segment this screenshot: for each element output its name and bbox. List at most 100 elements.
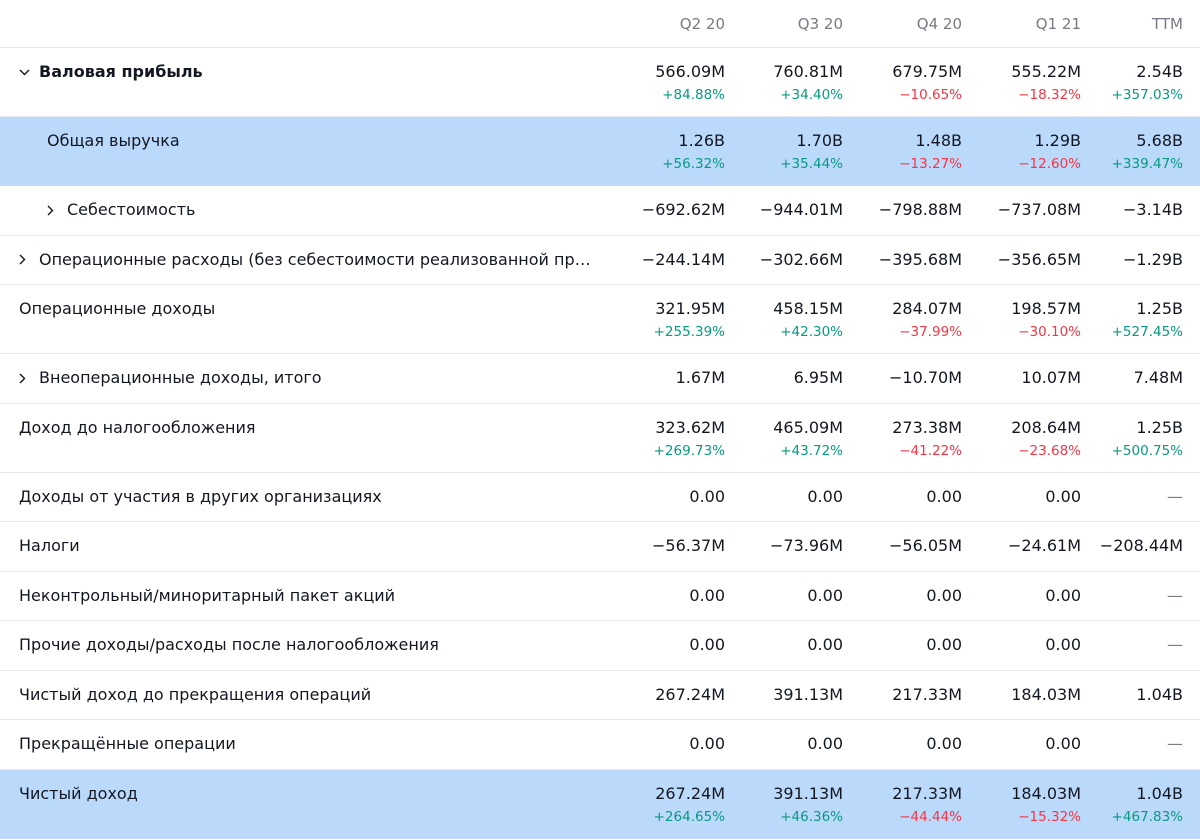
cell-q4-20: −395.68M xyxy=(843,250,962,270)
cell-change-percent: +84.88% xyxy=(662,87,725,103)
cell-change-percent: +43.72% xyxy=(780,442,843,459)
cell-value: −944.01M xyxy=(759,200,843,219)
cell-change-percent: −13.27% xyxy=(899,156,962,172)
row-name-cell: Операционные расходы (без себестоимости … xyxy=(0,250,605,270)
row-label: Неконтрольный/миноритарный пакет акций xyxy=(19,585,396,605)
cell-q2-20: 267.24M xyxy=(605,685,725,705)
cell-q2-20: 566.09M +84.88% xyxy=(605,62,725,104)
cell-change-percent: +339.47% xyxy=(1111,156,1183,172)
row-operating-income[interactable]: Операционные доходы 321.95M +255.39% 458.15… xyxy=(0,285,1200,354)
row-label[interactable]: Операционные расходы (без себестоимости … xyxy=(39,249,599,269)
cell-value: −395.68M xyxy=(878,249,962,269)
row-total-revenue[interactable]: Общая выручка 1.26B +56.32% 1.70B +35.44% 1.4… xyxy=(0,117,1200,186)
row-after-tax-other[interactable]: Прочие доходы/расходы после налогообложе… xyxy=(0,621,1200,671)
cell-value: 321.95M xyxy=(655,299,725,318)
cell-ttm: 1.04B xyxy=(1081,685,1200,705)
cell-value: 760.81M xyxy=(773,62,843,81)
cell-value: 267.24M xyxy=(655,684,725,704)
row-net-income[interactable]: Чистый доход 267.24M +264.65% 391.13M +46.36… xyxy=(0,769,1200,839)
period-header-q3-20[interactable]: Q3 20 xyxy=(797,14,843,33)
row-non-operating-income[interactable]: Внеоперационные доходы, итого 1.67M 6.95M −… xyxy=(0,354,1200,404)
cell-q4-20: −10.70M xyxy=(843,368,962,388)
cell-ttm: 5.68B +339.47% xyxy=(1081,131,1200,173)
row-label[interactable]: Внеоперационные доходы, итого xyxy=(39,368,322,387)
cell-ttm: 1.25B +500.75% xyxy=(1081,418,1200,460)
cell-value: 0.00 xyxy=(1045,486,1081,506)
cell-change-percent: +500.75% xyxy=(1111,442,1183,459)
row-gross-profit[interactable]: Валовая прибыль 566.09M +84.88% 760.81M +34.… xyxy=(0,48,1200,117)
row-label[interactable]: Себестоимость xyxy=(67,200,196,219)
cell-q3-20: −73.96M xyxy=(725,536,843,556)
cell-value: 0.00 xyxy=(1045,635,1081,654)
chevron-right-icon[interactable] xyxy=(19,368,35,388)
row-cost-of-goods[interactable]: Себестоимость −692.62M −944.01M −798.88M −73… xyxy=(0,186,1200,236)
row-name-cell: Доход до налогообложения xyxy=(0,418,605,438)
chevron-down-icon[interactable] xyxy=(19,62,35,82)
cell-value: −1.29B xyxy=(1122,249,1183,269)
chevron-right-icon[interactable] xyxy=(19,250,35,270)
row-net-income-continuing[interactable]: Чистый доход до прекращения операций 267.… xyxy=(0,671,1200,720)
cell-change-percent: −12.60% xyxy=(1018,156,1081,172)
row-pretax-income[interactable]: Доход до налогообложения 323.62M +269.73% 4… xyxy=(0,404,1200,473)
cell-value: −356.65M xyxy=(997,249,1081,269)
cell-value: 1.26B xyxy=(678,131,725,150)
cell-value: 1.04B xyxy=(1136,783,1183,803)
cell-q3-20: 1.70B +35.44% xyxy=(725,131,843,173)
cell-value: 5.68B xyxy=(1136,131,1183,150)
cell-value: 0.00 xyxy=(926,486,962,506)
row-name-cell: Прекращённые операции xyxy=(0,734,605,754)
cell-value: −10.70M xyxy=(888,368,962,387)
cell-value: 1.48B xyxy=(915,131,962,150)
cell-value: 391.13M xyxy=(773,783,843,803)
cell-value: −244.14M xyxy=(641,249,725,269)
cell-q3-20: 0.00 xyxy=(725,635,843,655)
cell-q1-21: 208.64M −23.68% xyxy=(962,418,1081,460)
cell-ttm: — xyxy=(1081,734,1200,754)
cell-q4-20: 0.00 xyxy=(843,586,962,606)
cell-value: 555.22M xyxy=(1011,62,1081,81)
cell-value: 566.09M xyxy=(655,62,725,81)
cell-q1-21: 0.00 xyxy=(962,734,1081,754)
cell-q3-20: 0.00 xyxy=(725,734,843,754)
cell-ttm: — xyxy=(1081,635,1200,655)
cell-value: 0.00 xyxy=(807,585,843,605)
cell-value: 1.67M xyxy=(675,368,725,387)
cell-change-percent: +357.03% xyxy=(1111,87,1183,103)
period-header-ttm[interactable]: TTM xyxy=(1151,14,1183,33)
row-name-cell: Налоги xyxy=(0,536,605,556)
cell-change-percent: +467.83% xyxy=(1111,808,1183,825)
row-minority-interest[interactable]: Неконтрольный/миноритарный пакет акций 0.… xyxy=(0,572,1200,621)
row-name-cell: Валовая прибыль xyxy=(0,62,605,82)
cell-q2-20: 267.24M +264.65% xyxy=(605,784,725,826)
row-taxes[interactable]: Налоги −56.37M −73.96M −56.05M −24.61M −208.4… xyxy=(0,522,1200,572)
row-equity-in-earnings[interactable]: Доходы от участия в других организациях 0… xyxy=(0,473,1200,522)
row-operating-expenses[interactable]: Операционные расходы (без себестоимости … xyxy=(0,236,1200,285)
period-header-q4-20[interactable]: Q4 20 xyxy=(916,14,962,33)
cell-q2-20: 1.26B +56.32% xyxy=(605,131,725,173)
cell-q2-20: 0.00 xyxy=(605,487,725,507)
cell-change-percent: −10.65% xyxy=(899,87,962,103)
cell-ttm: — xyxy=(1081,586,1200,606)
cell-q3-20: 6.95M xyxy=(725,368,843,388)
cell-q3-20: 760.81M +34.40% xyxy=(725,62,843,104)
row-label: Общая выручка xyxy=(47,131,180,150)
cell-value: −737.08M xyxy=(997,200,1081,219)
cell-ttm: 1.04B +467.83% xyxy=(1081,784,1200,826)
cell-value: −302.66M xyxy=(759,249,843,269)
cell-change-percent: +35.44% xyxy=(780,156,843,172)
table-header: Q2 20 Q3 20 Q4 20 Q1 21 TTM xyxy=(0,0,1200,48)
chevron-right-icon[interactable] xyxy=(47,200,63,220)
period-header-q1-21[interactable]: Q1 21 xyxy=(1035,14,1081,33)
cell-value: −208.44M xyxy=(1099,536,1183,555)
row-label[interactable]: Валовая прибыль xyxy=(39,62,203,81)
cell-q3-20: 465.09M +43.72% xyxy=(725,418,843,460)
cell-q1-21: 0.00 xyxy=(962,487,1081,507)
period-header-q2-20[interactable]: Q2 20 xyxy=(679,14,725,33)
cell-q4-20: 1.48B −13.27% xyxy=(843,131,962,173)
cell-value: −692.62M xyxy=(641,200,725,219)
cell-value: 273.38M xyxy=(892,417,962,437)
row-discontinued-operations[interactable]: Прекращённые операции 0.00 0.00 0.00 0.00 — xyxy=(0,720,1200,770)
cell-value: 0.00 xyxy=(807,486,843,506)
cell-value: 0.00 xyxy=(807,635,843,654)
